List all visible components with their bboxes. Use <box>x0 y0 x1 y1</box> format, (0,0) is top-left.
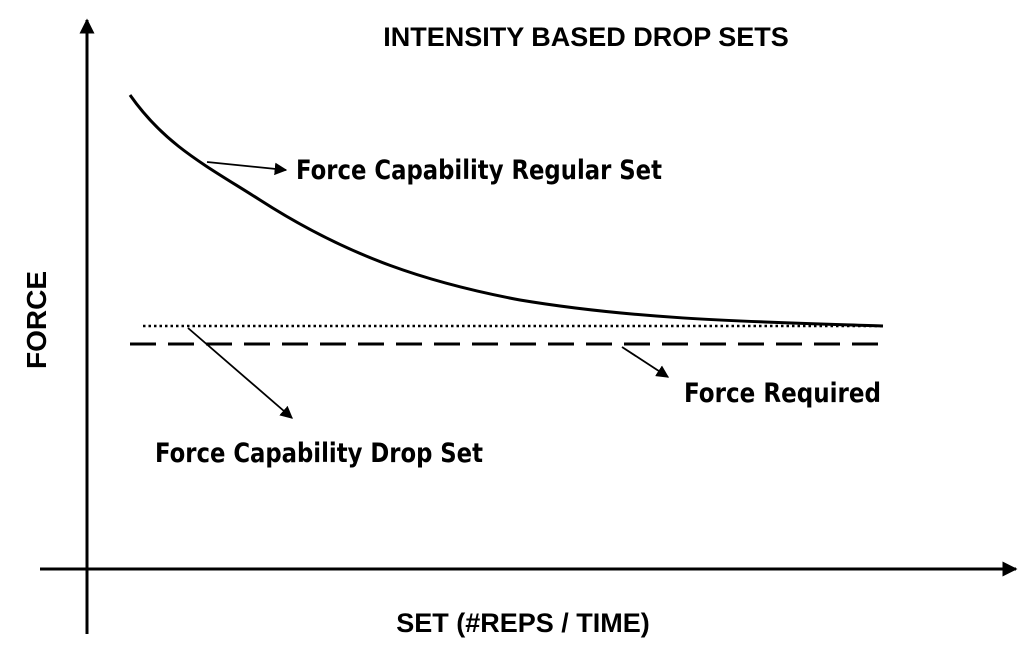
force-required-label: Force Required <box>684 378 881 409</box>
regular-set-curve <box>128 94 884 328</box>
y-axis-label: FORCE <box>21 271 52 369</box>
force-required-arrow <box>621 346 670 378</box>
drop-set-arrow <box>187 327 293 419</box>
x-axis-label: SET (#REPS / TIME) <box>396 608 650 638</box>
diagram-title: INTENSITY BASED DROP SETS <box>383 22 789 52</box>
regular-set-label: Force Capability Regular Set <box>296 155 662 186</box>
drop-set-label: Force Capability Drop Set <box>155 438 483 469</box>
regular-set-arrow <box>206 161 288 176</box>
